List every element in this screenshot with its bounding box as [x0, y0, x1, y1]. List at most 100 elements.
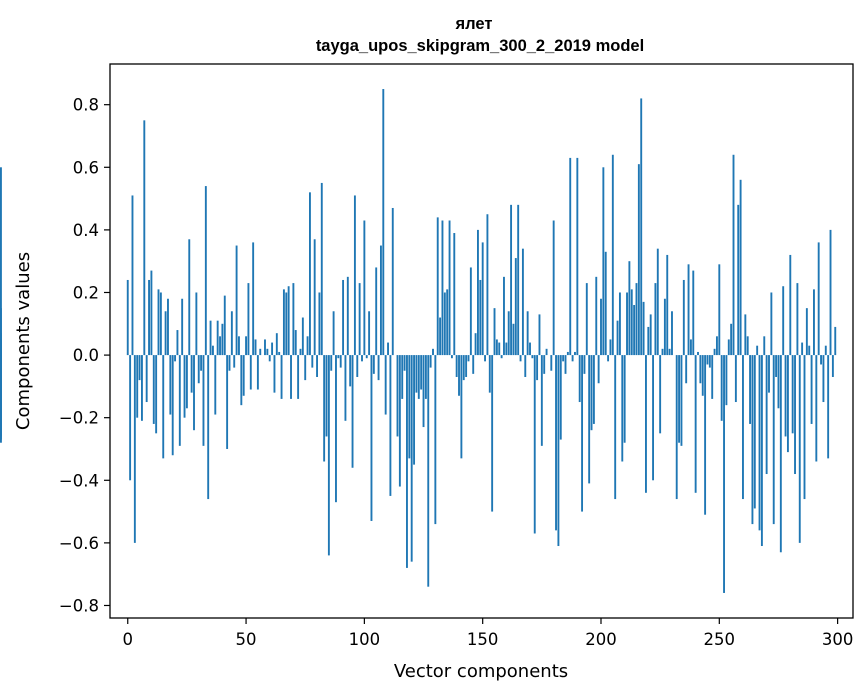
bar-13 [157, 289, 160, 356]
bar-171 [531, 355, 534, 359]
bar-92 [344, 355, 347, 421]
bar-199 [597, 355, 600, 384]
bar-39 [219, 336, 221, 356]
bar-284 [798, 355, 801, 543]
bar-130 [434, 355, 437, 525]
bar-80 [316, 355, 318, 377]
bar-227 [663, 298, 666, 356]
bar-91 [342, 279, 345, 356]
bars-group [0, 89, 837, 593]
bar-211 [626, 292, 628, 356]
bar-151 [484, 355, 486, 362]
bar-110 [387, 342, 389, 356]
bar-100 [363, 220, 366, 356]
bar-31 [200, 355, 203, 371]
bar-87 [332, 311, 335, 356]
bar-261 [744, 314, 747, 356]
bar-41 [223, 295, 226, 356]
bar-179 [550, 355, 553, 371]
bar-187 [569, 157, 572, 356]
bar-298 [831, 355, 834, 377]
bar-34 [207, 355, 210, 500]
bar-235 [682, 279, 685, 356]
bar-52 [249, 355, 252, 390]
bar-269 [763, 336, 766, 356]
bar-162 [510, 204, 513, 356]
bar-145 [469, 267, 472, 356]
bar-122 [415, 355, 418, 393]
bar-114 [396, 355, 399, 437]
bar-276 [779, 355, 782, 553]
bar-248 [713, 348, 716, 356]
bar-10 [150, 270, 153, 356]
bar-270 [765, 355, 768, 475]
bar-215 [635, 283, 638, 356]
bar-244 [704, 355, 707, 515]
bar-12 [155, 355, 158, 434]
bar-94 [349, 355, 352, 387]
bar-280 [789, 254, 792, 356]
bar-104 [372, 355, 375, 374]
bar-26 [188, 239, 191, 356]
bar-258 [737, 204, 740, 356]
x-tick-label: 150 [467, 630, 499, 649]
bar-107 [379, 245, 382, 356]
bar-210 [623, 355, 626, 443]
bar-250 [718, 264, 721, 356]
bar-240 [694, 355, 697, 493]
bar-192 [581, 355, 584, 512]
bar-195 [588, 355, 591, 484]
bar-120 [410, 355, 413, 562]
bar-28 [193, 355, 195, 431]
bar-230 [671, 311, 673, 356]
bar-283 [796, 283, 799, 356]
bar-89 [337, 355, 340, 359]
bar-212 [628, 261, 631, 356]
bar-72 [297, 355, 300, 399]
bar-83 [323, 355, 326, 462]
bar-75 [304, 355, 307, 381]
bar-17 [167, 298, 169, 356]
bar-108 [382, 89, 385, 356]
bar-175 [540, 355, 543, 446]
bar-271 [768, 355, 770, 393]
y-tick-label: 0.0 [73, 346, 99, 365]
bar-245 [706, 355, 709, 365]
bar-274 [775, 355, 778, 377]
bar-144 [467, 355, 470, 362]
bar-220 [647, 326, 650, 356]
y-tick-label: 0.4 [73, 221, 99, 240]
bar-148 [477, 229, 479, 356]
bar-109 [384, 355, 387, 415]
bar-undefined [0, 355, 2, 443]
bar-295 [824, 345, 827, 356]
bar-18 [169, 355, 172, 415]
bar-229 [668, 348, 671, 356]
bar-159 [503, 276, 505, 356]
bar-216 [637, 164, 640, 356]
bar-77 [309, 192, 311, 356]
bar-146 [472, 355, 475, 374]
bar-35 [209, 320, 212, 356]
bar-197 [592, 355, 595, 424]
bar-115 [398, 355, 401, 487]
bar-8 [145, 355, 148, 403]
bar-2 [131, 195, 134, 356]
bar-172 [533, 355, 536, 534]
bar-257 [734, 355, 737, 403]
bar-128 [429, 355, 432, 368]
bar-48 [240, 355, 243, 406]
bar-163 [512, 323, 515, 356]
bar-154 [491, 355, 494, 512]
bar-19 [171, 355, 174, 456]
bar-209 [621, 355, 624, 462]
x-tick-label: 300 [822, 630, 854, 649]
bar-180 [552, 220, 555, 356]
bar-136 [448, 220, 451, 356]
y-tick-label: −0.6 [59, 534, 99, 553]
bar-173 [536, 355, 539, 381]
y-tick-label: −0.2 [59, 409, 99, 428]
bar-189 [574, 351, 576, 356]
bar-63 [275, 333, 278, 356]
x-axis-label: Vector components [394, 661, 568, 682]
